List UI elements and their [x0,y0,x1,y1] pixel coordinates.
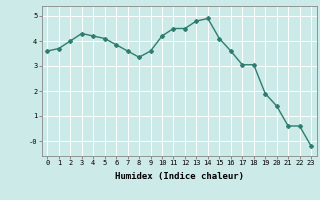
X-axis label: Humidex (Indice chaleur): Humidex (Indice chaleur) [115,172,244,181]
